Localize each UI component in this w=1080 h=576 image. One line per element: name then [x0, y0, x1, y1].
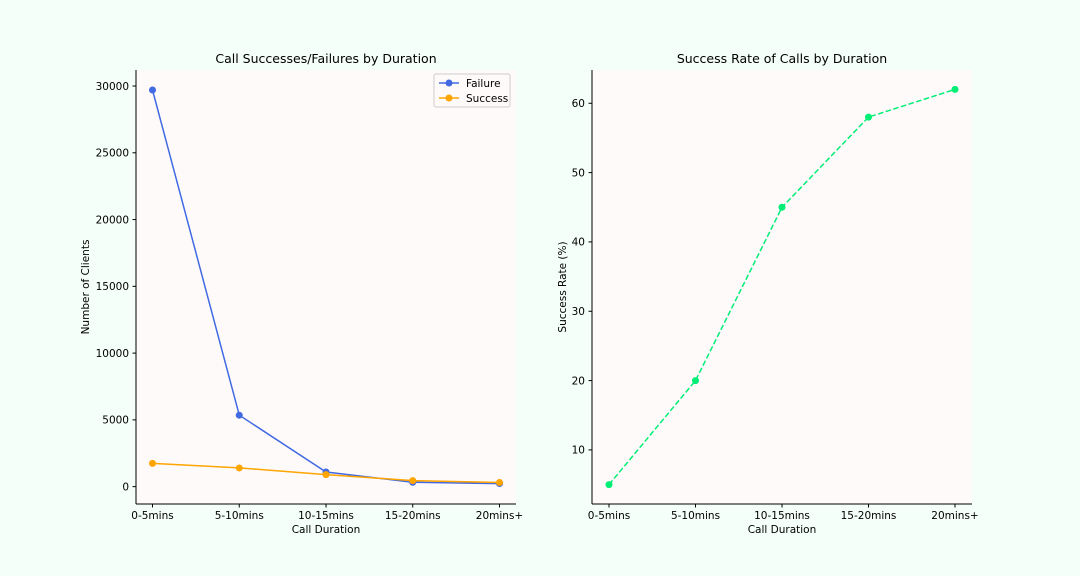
- plot-area: [136, 70, 516, 504]
- data-point-success: [409, 477, 417, 485]
- x-tick-label: 15-20mins: [385, 510, 441, 522]
- x-tick-label: 20mins+: [931, 510, 978, 522]
- y-tick-label: 5000: [102, 415, 129, 427]
- y-tick-label: 10: [572, 445, 585, 457]
- x-tick-label: 0-5mins: [588, 510, 630, 522]
- data-point-success: [322, 471, 330, 479]
- x-tick-label: 5-10mins: [671, 510, 720, 522]
- legend-marker-success: [445, 94, 453, 102]
- y-tick-label: 15000: [96, 281, 129, 293]
- y-tick-label: 30: [572, 306, 585, 318]
- x-axis-label: Call Duration: [748, 524, 817, 536]
- legend-marker-failure: [445, 79, 453, 87]
- x-tick-label: 15-20mins: [841, 510, 897, 522]
- chart-success-rate: Success Rate of Calls by Duration Call D…: [557, 51, 979, 536]
- x-tick-label: 10-15mins: [298, 510, 354, 522]
- x-tick-label: 0-5mins: [131, 510, 173, 522]
- legend-label-success: Success: [466, 93, 508, 105]
- y-axis-label: Number of Clients: [80, 240, 92, 335]
- tick-group: 0-5mins 5-10mins 10-15mins 15-20mins 20mins+…: [96, 81, 524, 522]
- data-point-success: [235, 464, 243, 472]
- y-tick-label: 20000: [96, 214, 129, 226]
- data-point-success: [149, 459, 156, 467]
- series-group: [605, 85, 959, 489]
- y-tick-label: 50: [572, 167, 585, 179]
- chart-successes-failures: Call Successes/Failures by Duration Call…: [80, 51, 523, 536]
- x-tick-label: 20mins+: [476, 510, 523, 522]
- series-group: [149, 86, 503, 488]
- data-point-success-rate: [778, 203, 786, 211]
- data-point-success: [496, 479, 503, 487]
- y-tick-label: 0: [122, 481, 129, 493]
- x-tick-label: 10-15mins: [754, 510, 810, 522]
- y-tick-label: 25000: [96, 148, 129, 160]
- chart-title: Success Rate of Calls by Duration: [677, 51, 887, 66]
- data-point-failure: [235, 411, 243, 419]
- y-axis-label: Success Rate (%): [557, 241, 569, 332]
- x-axis-label: Call Duration: [292, 524, 361, 536]
- y-tick-label: 40: [572, 237, 585, 249]
- data-point-failure: [149, 86, 156, 94]
- data-point-success-rate: [865, 113, 872, 121]
- legend-label-failure: Failure: [466, 78, 501, 90]
- tick-group: 0-5mins 5-10mins 10-15mins 15-20mins 20mins+…: [572, 98, 979, 522]
- chart-title: Call Successes/Failures by Duration: [215, 51, 436, 66]
- data-point-success-rate: [605, 481, 613, 489]
- y-tick-label: 60: [572, 98, 585, 110]
- y-tick-label: 20: [572, 375, 585, 387]
- data-point-success-rate: [692, 377, 699, 385]
- legend: Failure Success: [433, 73, 511, 108]
- plot-area: [592, 70, 972, 504]
- x-tick-label: 5-10mins: [215, 510, 264, 522]
- y-tick-label: 10000: [96, 348, 129, 360]
- y-tick-label: 30000: [96, 81, 129, 93]
- data-point-success-rate: [951, 85, 959, 93]
